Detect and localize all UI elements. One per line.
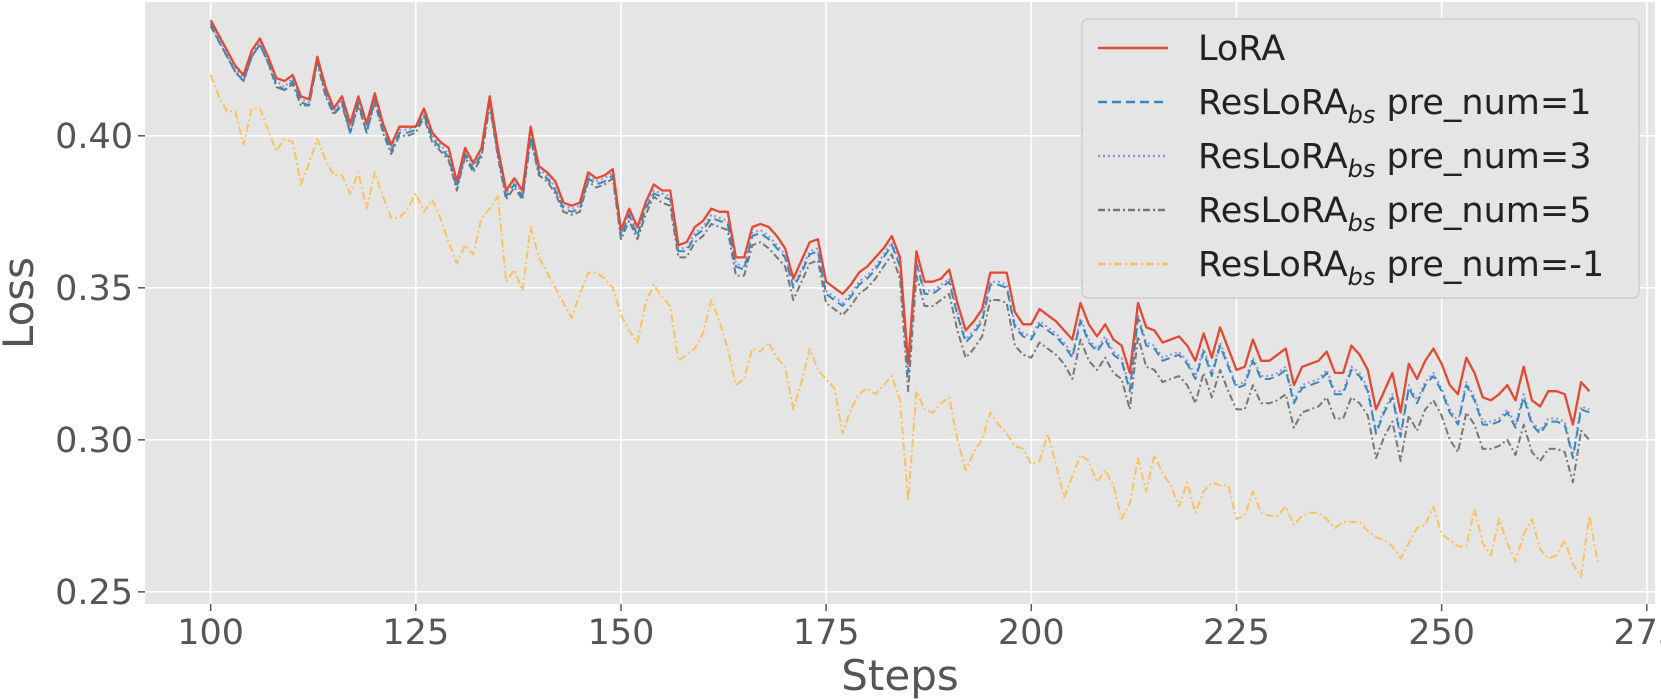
y-axis-ticks: 0.25 0.30 0.35 0.40: [55, 117, 145, 613]
y-tick-label: 0.30: [55, 421, 133, 461]
series-line-0: [209, 19, 1591, 426]
x-tick-label: 150: [588, 613, 655, 653]
y-tick-label: 0.25: [55, 573, 133, 613]
series-line-3: [209, 25, 1591, 484]
y-tick-label: 0.35: [55, 269, 133, 309]
legend-label-base: LoRA: [1198, 29, 1285, 69]
legend-label-subscript: bs: [1348, 155, 1376, 183]
legend-label-1: ResLoRAbs pre_num=1: [1198, 83, 1591, 129]
legend-label-4: ResLoRAbs pre_num=-1: [1198, 245, 1604, 291]
x-axis-label: Steps: [841, 651, 959, 699]
legend-label-base: ResLoRA: [1198, 137, 1348, 177]
legend-label-suffix: pre_num=1: [1375, 83, 1591, 123]
legend-box: [1081, 18, 1640, 299]
x-tick-label: 125: [382, 613, 449, 653]
legend-label-subscript: bs: [1348, 263, 1376, 291]
legend-label-suffix: pre_num=3: [1375, 137, 1591, 177]
legend-label-base: ResLoRA: [1198, 83, 1348, 123]
series-line-2: [209, 22, 1590, 456]
x-tick-label: 225: [1203, 613, 1270, 653]
legend-label-subscript: bs: [1348, 209, 1376, 237]
y-axis-label: Loss: [0, 257, 43, 349]
legend-label-3: ResLoRAbs pre_num=5: [1198, 191, 1591, 237]
legend-label-subscript: bs: [1348, 101, 1376, 129]
legend-label-0: LoRA: [1198, 29, 1285, 69]
legend-label-2: ResLoRAbs pre_num=3: [1198, 137, 1591, 183]
x-tick-label: 100: [177, 613, 244, 653]
y-tick-label: 0.40: [55, 117, 133, 157]
legend-label-suffix: pre_num=-1: [1375, 245, 1604, 285]
legend-label-base: ResLoRA: [1198, 245, 1348, 285]
series-line-4: [209, 74, 1599, 578]
x-tick-label: 250: [1408, 613, 1475, 653]
x-tick-label: 175: [793, 613, 860, 653]
legend-label-base: ResLoRA: [1198, 191, 1348, 231]
x-axis-ticks: 100 125 150 175 200 225 250 275: [177, 604, 1661, 653]
series-lines: [209, 19, 1599, 578]
x-tick-label: 200: [998, 613, 1065, 653]
x-tick-label: 275: [1613, 613, 1661, 653]
legend-label-suffix: pre_num=5: [1375, 191, 1591, 231]
series-line-1: [209, 22, 1590, 460]
